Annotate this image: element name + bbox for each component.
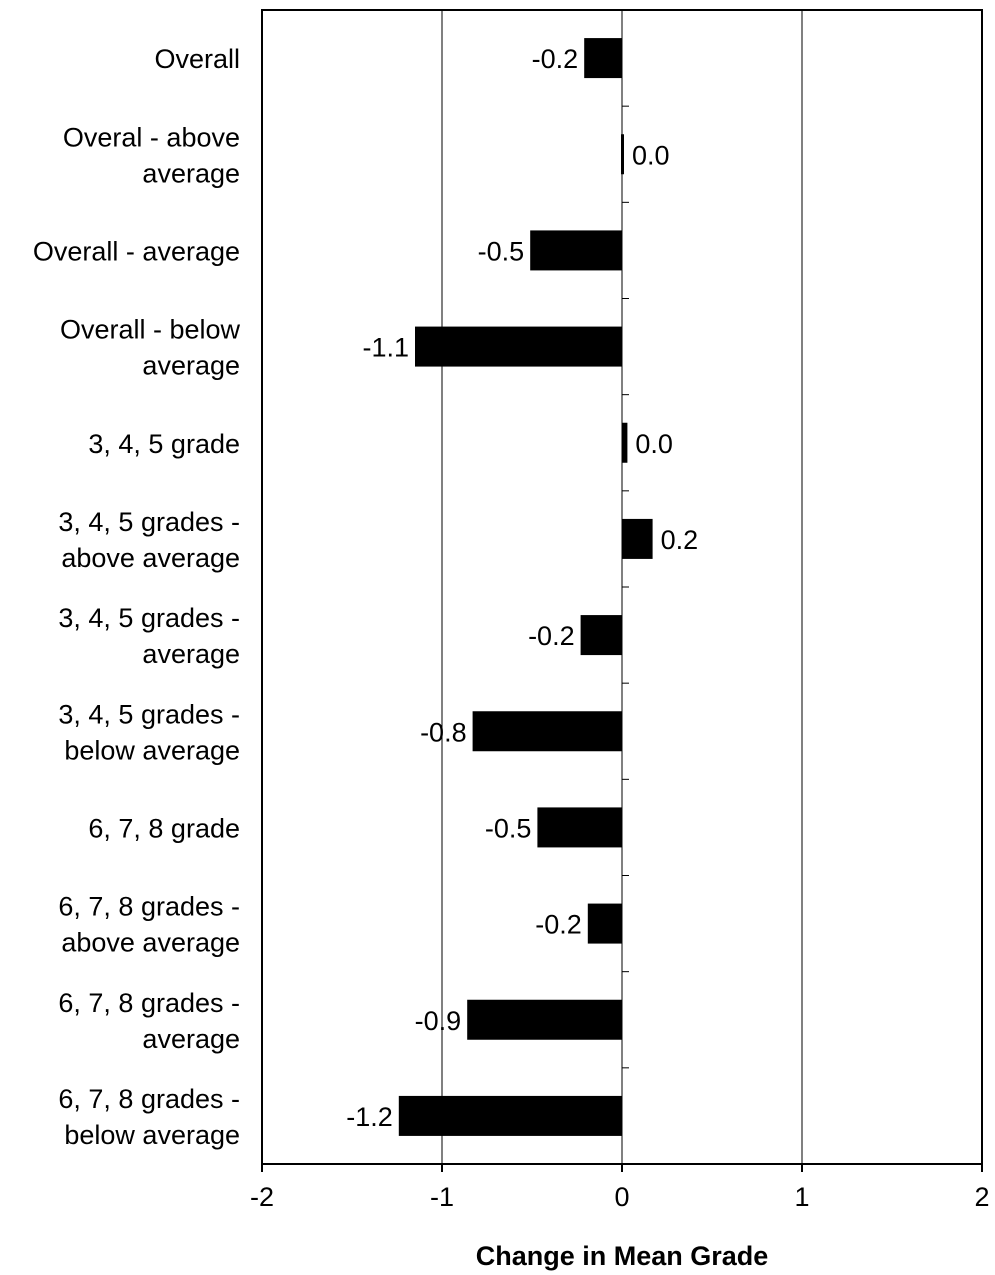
data-label: -1.1 <box>362 333 409 363</box>
data-label: -1.2 <box>346 1102 393 1132</box>
category-label: 3, 4, 5 grade <box>88 429 240 459</box>
data-label: -0.9 <box>415 1006 462 1036</box>
category-label: 6, 7, 8 grade <box>88 813 240 843</box>
x-axis-title: Change in Mean Grade <box>476 1241 769 1271</box>
category-labels: Overall Overal - above average Overall - av… <box>33 44 241 1150</box>
bar <box>587 903 622 944</box>
bar <box>584 38 622 79</box>
data-label: -0.2 <box>532 44 579 74</box>
category-label: 6, 7, 8 grades -average <box>58 988 240 1054</box>
category-label: Overal - above average <box>63 122 240 188</box>
x-tick-label: -1 <box>430 1182 454 1212</box>
zero-axis <box>621 10 629 1164</box>
bar <box>472 711 622 752</box>
bars <box>398 38 653 1136</box>
data-label: 0.2 <box>661 525 699 555</box>
bar <box>580 615 622 656</box>
gridlines <box>441 10 803 1164</box>
category-label: 6, 7, 8 grades -above average <box>58 892 240 958</box>
bar <box>467 999 622 1040</box>
category-label: 3, 4, 5 grades -average <box>58 603 240 669</box>
data-label: -0.5 <box>485 813 532 843</box>
data-label: -0.5 <box>478 236 525 266</box>
category-label: 3, 4, 5 grades -below average <box>58 699 240 765</box>
x-axis-ticks: -2 -1 0 1 2 <box>250 1164 990 1212</box>
x-tick-label: 0 <box>614 1182 629 1212</box>
category-label: Overall - below average <box>60 315 241 381</box>
data-labels: -0.2 0.0 -0.5 -1.1 0.0 0.2 -0.2 -0.8 -0.5 -0.2 -0.… <box>346 44 698 1132</box>
x-tick-label: 2 <box>974 1182 989 1212</box>
bar <box>537 807 622 848</box>
bar <box>621 134 624 175</box>
data-label: -0.2 <box>528 621 575 651</box>
bar <box>415 326 622 367</box>
bar <box>398 1095 622 1136</box>
category-label: 3, 4, 5 grades -above average <box>58 507 240 573</box>
bar <box>622 422 628 463</box>
category-label: 6, 7, 8 grades -below average <box>58 1084 240 1150</box>
bar <box>622 518 653 559</box>
category-label: Overall - average <box>33 236 240 266</box>
bar <box>530 230 622 271</box>
data-label: 0.0 <box>635 429 673 459</box>
data-label: -0.2 <box>535 910 582 940</box>
x-tick-label: -2 <box>250 1182 274 1212</box>
category-label: Overall <box>154 44 240 74</box>
x-tick-label: 1 <box>794 1182 809 1212</box>
data-label: -0.8 <box>420 717 467 747</box>
data-label: 0.0 <box>632 140 670 170</box>
